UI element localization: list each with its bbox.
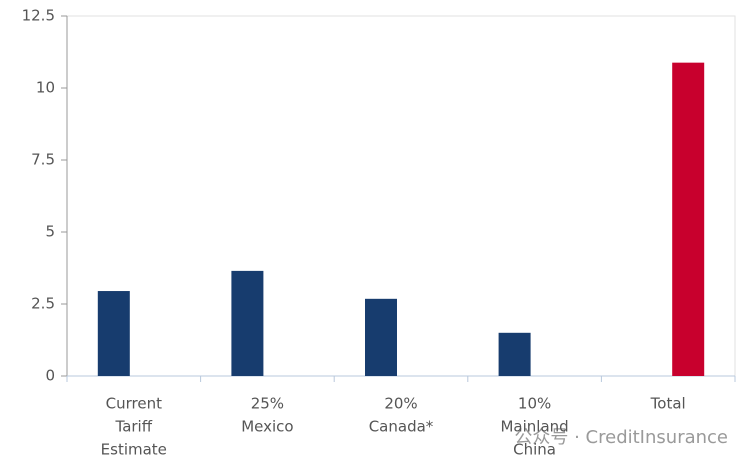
y-tick-label: 5 [45,223,55,241]
x-tick-label: China [513,441,556,459]
x-tick-label: 10% [518,395,551,413]
y-tick-label: 2.5 [31,295,55,313]
bar [231,270,264,376]
x-tick-label: Mexico [241,418,293,436]
bar [365,298,397,376]
watermark: 公众号 · CreditInsurance [514,427,728,448]
x-tick-label: Canada* [369,418,434,436]
plot-frame [66,15,736,377]
y-tick-label: 12.5 [22,7,55,25]
y-tick-label: 7.5 [31,151,55,169]
x-tick-label: Mainland [500,418,568,436]
x-tick-label: 20% [384,395,417,413]
x-tick-label: Current [106,395,162,413]
y-tick-label: 0 [45,367,55,385]
x-tick-label: Estimate [101,441,167,459]
y-tick-label: 10 [36,79,55,97]
bar [498,332,531,376]
bar [97,291,130,376]
x-tick-label: Total [650,395,686,413]
x-tick-label: Tariff [115,418,153,436]
x-tick-label: 25% [251,395,284,413]
bar [672,62,705,376]
